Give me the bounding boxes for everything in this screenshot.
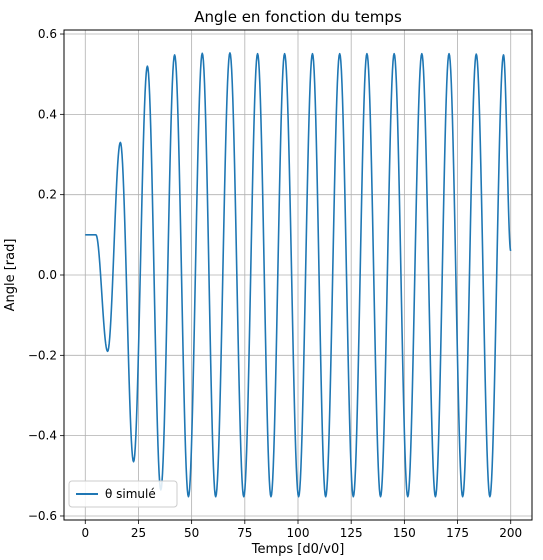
x-tick-label: 25 [131, 526, 146, 540]
legend: θ simulé [68, 480, 178, 508]
x-tick-label: 200 [499, 526, 522, 540]
grid [64, 30, 532, 520]
y-tick-label: −0.2 [28, 348, 57, 362]
x-tick-label: 75 [237, 526, 252, 540]
axis-ticks: 0 25 50 75 100 125 150 175 200 −0.6 −0.4 −0.2 0.0 0.2… [28, 27, 522, 540]
x-tick-label: 50 [184, 526, 199, 540]
legend-box [68, 480, 178, 508]
x-tick-label: 175 [446, 526, 469, 540]
x-tick-label: 150 [393, 526, 416, 540]
y-axis-label: Angle [rad] [3, 239, 18, 312]
x-tick-label: 0 [81, 526, 89, 540]
legend-label-theta: θ simulé [105, 487, 156, 501]
y-tick-label: 0.0 [38, 268, 57, 282]
chart-title: Angle en fonction du temps [194, 8, 402, 26]
y-tick-label: −0.4 [28, 429, 57, 443]
y-tick-label: 0.2 [38, 188, 57, 202]
x-axis-label: Temps [d0/v0] [251, 542, 345, 557]
plot-area [85, 52, 512, 498]
x-tick-label: 100 [287, 526, 310, 540]
y-tick-label: −0.6 [28, 509, 57, 523]
x-tick-label: 125 [340, 526, 363, 540]
series-line-0 [85, 52, 512, 498]
y-tick-label: 0.4 [38, 107, 57, 121]
y-tick-label: 0.6 [38, 27, 57, 41]
